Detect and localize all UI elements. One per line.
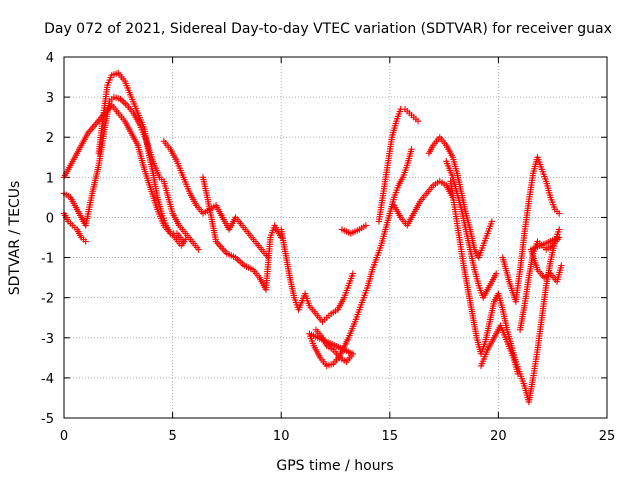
y-tick-label: -4	[41, 372, 54, 387]
series-track-f	[278, 146, 415, 370]
series-track-j	[499, 154, 565, 333]
data-point	[82, 238, 89, 245]
data-point	[120, 98, 127, 106]
x-tick-label: 10	[273, 429, 290, 444]
data-point	[556, 226, 563, 233]
y-tick-label: 1	[46, 171, 54, 186]
y-tick-label: 0	[46, 211, 54, 226]
data-point	[556, 210, 563, 217]
x-tick-label: 20	[490, 429, 507, 444]
series-track-c	[60, 101, 187, 245]
y-tick-label: -5	[41, 412, 54, 427]
series-track-d	[60, 210, 89, 245]
y-tick-label: -2	[41, 292, 54, 307]
data-point	[408, 146, 415, 153]
chart-title: Day 072 of 2021, Sidereal Day-to-day VTE…	[44, 21, 612, 37]
series-track-i	[447, 178, 563, 406]
y-tick-label: -1	[41, 252, 54, 267]
data-point	[180, 238, 187, 245]
series-track-e	[160, 138, 285, 293]
data-point	[349, 270, 357, 277]
y-tick-label: 3	[46, 91, 54, 106]
x-tick-label: 5	[168, 429, 176, 444]
y-axis-label: SDTVAR / TECUs	[7, 181, 23, 296]
y-tick-label: 2	[46, 131, 54, 146]
y-tick-labels: -5 -4 -3 -2 -1 0 1 2 3 4	[41, 51, 54, 427]
plot-border	[63, 56, 608, 419]
y-tick-label: 4	[46, 51, 54, 66]
data-point	[414, 117, 422, 125]
x-tick-labels: 0 5 10 15 20 25	[60, 429, 615, 444]
data-point	[122, 100, 129, 107]
x-axis-label: GPS time / hours	[276, 458, 393, 474]
data-point	[514, 370, 522, 378]
data-point	[195, 246, 202, 253]
data-point	[558, 262, 565, 269]
x-tick-label: 25	[599, 429, 616, 444]
data-points	[60, 69, 565, 406]
data-point	[493, 270, 500, 277]
data-point	[488, 218, 496, 225]
series-track-h	[425, 134, 500, 301]
x-tick-label: 0	[60, 429, 68, 444]
data-point	[362, 222, 370, 229]
x-tick-label: 15	[382, 429, 399, 444]
series-track-g	[375, 105, 456, 229]
y-tick-label: -3	[41, 332, 54, 347]
series-track-a	[60, 93, 202, 253]
